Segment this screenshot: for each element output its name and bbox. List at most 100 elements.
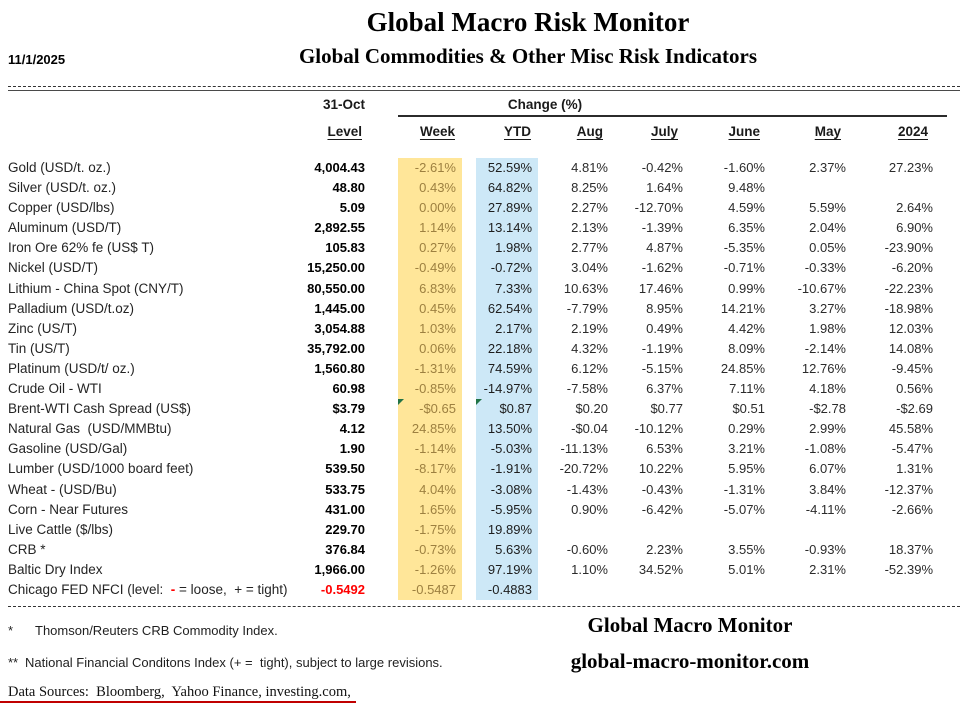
cell-label: Platinum (USD/t/ oz.) — [8, 360, 135, 376]
cell-aug: 2.13% — [571, 220, 608, 236]
cell-ytd: 27.89% — [476, 198, 538, 219]
spacer — [462, 279, 476, 299]
spacer — [367, 580, 398, 600]
cell-week: -2.61% — [398, 158, 462, 179]
cell-july: -0.43% — [641, 481, 683, 497]
change-header-underline — [398, 115, 947, 117]
cell-july: -12.70% — [634, 200, 683, 216]
cell-may: -0.33% — [804, 260, 846, 276]
cell-ytd: -14.97% — [476, 379, 538, 400]
cell-aug: 2.77% — [571, 240, 608, 256]
bottom-red-line — [0, 701, 356, 703]
cell-level: 3,054.88 — [314, 320, 365, 336]
cell-ytd: 97.19% — [476, 559, 538, 580]
cell-aug: -7.79% — [566, 300, 608, 316]
spacer — [462, 339, 476, 359]
column-header-june: June — [728, 124, 760, 139]
cell-label: Brent-WTI Cash Spread (US$) — [8, 401, 192, 417]
cell-y2024 — [846, 178, 933, 198]
cell-may: 2.99% — [809, 421, 846, 437]
spacer — [462, 238, 476, 258]
brand-url: global-macro-monitor.com — [570, 649, 810, 673]
spacer — [367, 560, 398, 580]
spacer — [462, 520, 476, 540]
cell-week: -0.5487 — [398, 579, 462, 601]
cell-y2024: 12.03% — [888, 320, 933, 336]
spacer — [367, 158, 398, 178]
spacer — [367, 359, 398, 379]
cell-label: Live Cattle ($/lbs) — [8, 521, 114, 537]
cell-may — [765, 580, 846, 600]
cell-may: 4.18% — [809, 381, 846, 397]
cell-aug: -20.72% — [559, 461, 608, 477]
cell-june: 14.21% — [720, 300, 765, 316]
cell-week: 24.85% — [398, 419, 462, 440]
cell-label: Aluminum (USD/T) — [8, 220, 122, 236]
cell-y2024: 18.37% — [888, 541, 933, 557]
cell-july: 17.46% — [638, 280, 683, 296]
cell-july: -6.42% — [641, 501, 683, 517]
cell-may — [765, 178, 846, 198]
cell-y2024: 45.58% — [888, 421, 933, 437]
cell-may: -$2.78 — [809, 401, 846, 417]
cell-level: 105.83 — [325, 240, 365, 256]
spacer — [367, 399, 398, 419]
cell-week: -8.17% — [398, 459, 462, 480]
spacer — [462, 158, 476, 178]
footnote-marker: ** — [8, 655, 19, 670]
cell-june: 9.48% — [728, 180, 765, 196]
spacer — [462, 379, 476, 399]
cell-ytd: 52.59% — [476, 158, 538, 179]
cell-label: Nickel (USD/T) — [8, 260, 98, 276]
spacer — [367, 379, 398, 399]
cell-may: 3.27% — [809, 300, 846, 316]
cell-july — [608, 520, 683, 540]
cell-aug: -0.60% — [566, 541, 608, 557]
cell-ytd: 74.59% — [476, 358, 538, 380]
cell-y2024: 0.56% — [896, 381, 933, 397]
footnote-text: National Financial Conditons Index (+ = … — [25, 655, 443, 670]
cell-week: -0.73% — [398, 539, 462, 560]
cell-may: -10.67% — [797, 280, 846, 296]
cell-ytd: 5.63% — [476, 539, 538, 560]
footer-separator-line — [8, 606, 960, 607]
cell-aug: -1.43% — [566, 481, 608, 497]
cell-aug: -$0.04 — [571, 421, 608, 437]
cell-week: 0.27% — [398, 238, 462, 259]
cell-level: 229.70 — [325, 521, 365, 537]
spacer — [462, 178, 476, 198]
cell-y2024: -18.98% — [884, 300, 933, 316]
cell-week: 0.43% — [398, 178, 462, 199]
column-header-july: July — [650, 124, 678, 139]
cell-ytd: -0.4883 — [476, 579, 538, 601]
label-part: - — [170, 581, 176, 597]
cell-week: 0.45% — [398, 298, 462, 319]
spacer — [367, 279, 398, 299]
column-header-ytd: YTD — [504, 124, 531, 139]
spacer — [462, 500, 476, 520]
cell-ytd: -3.08% — [476, 479, 538, 500]
brand-block: Global Macro Monitor global-macro-monito… — [540, 613, 840, 674]
cell-level: 60.98 — [332, 381, 365, 397]
cell-may: 2.31% — [809, 561, 846, 577]
cell-aug: 2.19% — [571, 320, 608, 336]
cell-y2024: 2.64% — [896, 200, 933, 216]
spacer — [367, 520, 398, 540]
cell-level: 1,966.00 — [314, 561, 365, 577]
spacer — [462, 459, 476, 479]
cell-y2024: -2.66% — [891, 501, 933, 517]
column-header-level: Level — [327, 124, 362, 139]
cell-aug: 1.10% — [571, 561, 608, 577]
cell-aug: 0.90% — [571, 501, 608, 517]
spacer — [462, 439, 476, 459]
spacer — [462, 319, 476, 339]
cell-ytd: 7.33% — [476, 278, 538, 299]
cell-ytd: -5.03% — [476, 439, 538, 460]
cell-label: Crude Oil - WTI — [8, 381, 102, 397]
column-header-date: 31-Oct — [322, 97, 365, 112]
spacer — [367, 339, 398, 359]
cell-july: -1.19% — [641, 340, 683, 356]
cell-label: Natural Gas (USD/MMBtu) — [8, 421, 172, 437]
footnote-crb: * Thomson/Reuters CRB Commodity Index. — [8, 623, 278, 638]
